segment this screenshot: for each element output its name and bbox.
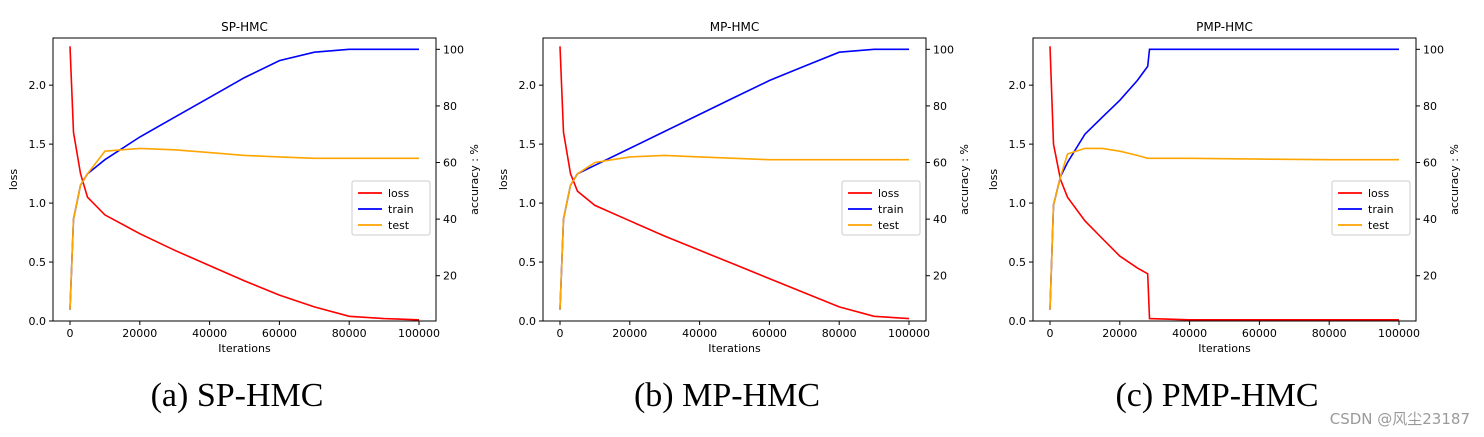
y2-tick-label: 80 (1423, 100, 1437, 113)
y2-tick-label: 20 (443, 270, 457, 283)
y-tick-label: 1.0 (519, 197, 537, 210)
y2-tick-label: 40 (443, 213, 457, 226)
chart-a: SP-HMC 0 20000 40000 60000 80000 100000 Iterati… (7, 20, 481, 355)
chart-title: SP-HMC (221, 20, 268, 34)
x-tick-label: 0 (67, 327, 74, 340)
y-tick-label: 0.5 (519, 256, 537, 269)
legend-label-loss: loss (878, 187, 900, 200)
y-tick-label: 0.5 (29, 256, 47, 269)
series-line-test (1049, 147, 1399, 310)
legend-label-train: train (878, 203, 904, 216)
chart-panel-a: SP-HMC 0 20000 40000 60000 80000 100000 Iterati… (0, 0, 495, 437)
series-line-train (1049, 48, 1399, 310)
x-axis-label: Iterations (218, 342, 271, 355)
y2-tick-label: 60 (1423, 157, 1437, 170)
y-tick-label: 2.0 (29, 79, 47, 92)
x-tick-label: 60000 (262, 327, 297, 340)
y-tick-label: 2.0 (519, 79, 537, 92)
chart-title: MP-HMC (710, 20, 759, 34)
y2-tick-label: 80 (443, 100, 457, 113)
legend-label-loss: loss (388, 187, 410, 200)
y-axis-label: loss (497, 169, 510, 191)
x-tick-label: 20000 (122, 327, 157, 340)
legend-box (1331, 180, 1411, 236)
y-tick-label: 1.5 (29, 138, 47, 151)
y2-tick-label: 60 (933, 157, 947, 170)
y-tick-label: 0.0 (519, 315, 537, 328)
legend-box (841, 180, 921, 236)
legend-box (351, 180, 431, 236)
y-tick-label: 1.0 (29, 197, 47, 210)
legend-label-test: test (1368, 219, 1390, 232)
x-axis-label: Iterations (708, 342, 761, 355)
x-tick-label: 60000 (752, 327, 787, 340)
y-axis-label: loss (987, 169, 1000, 191)
y2-tick-label: 100 (933, 43, 954, 56)
legend-label-train: train (1368, 203, 1394, 216)
plot-area (559, 46, 910, 320)
series-line-loss (1049, 46, 1399, 321)
plot-frame (542, 37, 927, 322)
y2-axis-label: accuracy : % (958, 144, 971, 215)
series-line-test (559, 154, 909, 310)
x-tick-label: 40000 (682, 327, 717, 340)
y2-tick-label: 20 (1423, 270, 1437, 283)
series-line-train (559, 48, 909, 310)
x-tick-label: 40000 (192, 327, 227, 340)
x-tick-label: 100000 (1378, 327, 1420, 340)
chart-panel-c: PMP-HMC 0 20000 40000 60000 80000 100000 Iterat… (980, 0, 1475, 437)
legend-label-test: test (878, 219, 900, 232)
chart-c: PMP-HMC 0 20000 40000 60000 80000 100000 Iterat… (987, 20, 1461, 355)
x-tick-label: 20000 (1102, 327, 1137, 340)
plot-frame (1032, 37, 1417, 322)
x-tick-label: 0 (557, 327, 564, 340)
series-line-loss (559, 46, 910, 320)
caption-b: (b) MP-HMC (633, 377, 821, 414)
chart-title: PMP-HMC (1196, 20, 1253, 34)
plot-area (69, 46, 420, 321)
y2-tick-label: 20 (933, 270, 947, 283)
x-tick-label: 100000 (398, 327, 440, 340)
y2-tick-label: 80 (933, 100, 947, 113)
series-line-test (69, 147, 419, 310)
y2-tick-label: 100 (443, 43, 464, 56)
legend-label-train: train (388, 203, 414, 216)
y-tick-label: 1.5 (1009, 138, 1027, 151)
legend-label-loss: loss (1368, 187, 1390, 200)
y-tick-label: 1.0 (1009, 197, 1027, 210)
y-tick-label: 0.5 (1009, 256, 1027, 269)
y2-axis-label: accuracy : % (468, 144, 481, 215)
x-tick-label: 20000 (612, 327, 647, 340)
caption-c: (c) PMP-HMC (1115, 377, 1319, 414)
caption-a: (a) SP-HMC (150, 377, 324, 414)
y2-tick-label: 40 (933, 213, 947, 226)
y-tick-label: 1.5 (519, 138, 537, 151)
watermark: CSDN @风尘23187 (1329, 410, 1470, 428)
plot-area (1049, 46, 1399, 321)
legend-label-test: test (388, 219, 410, 232)
y2-tick-label: 100 (1423, 43, 1444, 56)
x-tick-label: 80000 (332, 327, 367, 340)
y-axis-label: loss (7, 169, 20, 191)
series-line-loss (69, 46, 420, 321)
series-line-train (69, 48, 419, 310)
plot-frame (52, 37, 437, 322)
x-tick-label: 0 (1047, 327, 1054, 340)
y-tick-label: 2.0 (1009, 79, 1027, 92)
x-axis-label: Iterations (1198, 342, 1251, 355)
x-tick-label: 60000 (1242, 327, 1277, 340)
x-tick-label: 80000 (1312, 327, 1347, 340)
y2-tick-label: 60 (443, 157, 457, 170)
y2-tick-label: 40 (1423, 213, 1437, 226)
y-tick-label: 0.0 (29, 315, 47, 328)
chart-b: MP-HMC 0 20000 40000 60000 80000 100000 Iterati… (497, 20, 971, 355)
chart-panel-b: MP-HMC 0 20000 40000 60000 80000 100000 Iterati… (490, 0, 985, 437)
x-tick-label: 40000 (1172, 327, 1207, 340)
y-tick-label: 0.0 (1009, 315, 1027, 328)
x-tick-label: 80000 (822, 327, 857, 340)
y2-axis-label: accuracy : % (1448, 144, 1461, 215)
x-tick-label: 100000 (888, 327, 930, 340)
